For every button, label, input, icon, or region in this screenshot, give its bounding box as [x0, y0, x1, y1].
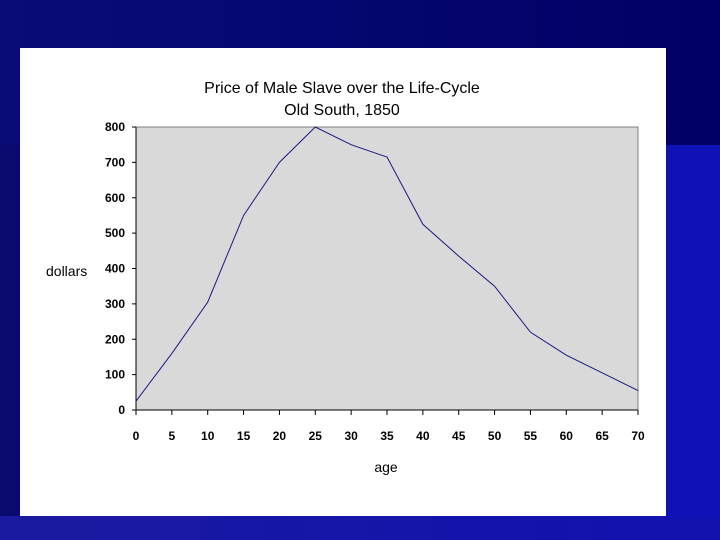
x-tick-label: 45 — [452, 429, 466, 443]
chart-title: Price of Male Slave over the Life-Cycle — [204, 80, 480, 97]
x-tick-label: 60 — [560, 429, 574, 443]
x-tick-label: 70 — [631, 429, 645, 443]
series-line — [135, 126, 639, 402]
y-tick-label: 400 — [105, 262, 125, 276]
slide-background-bottom — [0, 516, 720, 540]
x-tick-label: 50 — [488, 429, 502, 443]
x-tick-label: 40 — [416, 429, 430, 443]
x-tick-label: 5 — [169, 429, 176, 443]
x-axis: 0 5 10 15 20 25 30 35 40 45 50 55 60 65 70 — [133, 409, 645, 443]
x-axis-label: age — [374, 459, 398, 475]
y-tick-label: 700 — [105, 155, 125, 169]
y-tick-label: 300 — [105, 297, 125, 311]
x-tick-label: 15 — [237, 429, 251, 443]
chart-subtitle: Old South, 1850 — [284, 102, 400, 119]
y-axis-label: dollars — [46, 263, 87, 279]
x-tick-label: 30 — [344, 429, 358, 443]
y-tick-label: 0 — [118, 403, 125, 417]
y-tick-label: 200 — [105, 332, 125, 346]
y-tick-label: 800 — [105, 120, 125, 134]
plot-area — [135, 126, 639, 411]
x-tick-label: 10 — [201, 429, 215, 443]
x-tick-label: 55 — [524, 429, 538, 443]
slide-background-right — [666, 145, 720, 540]
x-tick-label: 0 — [133, 429, 140, 443]
y-axis: 0 100 200 300 400 500 600 700 800 — [105, 120, 137, 417]
x-tick-label: 65 — [595, 429, 609, 443]
x-tick-label: 25 — [309, 429, 323, 443]
series-group — [135, 126, 639, 402]
y-tick-label: 600 — [105, 191, 125, 205]
x-tick-label: 20 — [273, 429, 287, 443]
y-tick-label: 100 — [105, 368, 125, 382]
x-tick-label: 35 — [380, 429, 394, 443]
y-tick-label: 500 — [105, 226, 125, 240]
